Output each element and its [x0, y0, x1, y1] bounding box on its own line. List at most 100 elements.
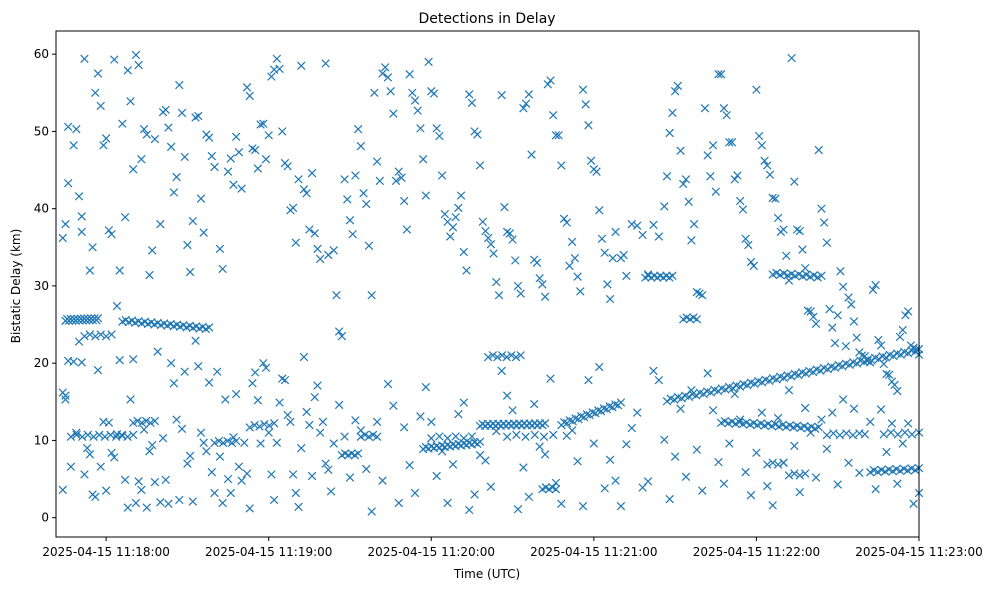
track-point [451, 432, 460, 441]
track-point [96, 330, 105, 339]
track-point [830, 363, 840, 372]
track-point [146, 418, 155, 428]
y-tick-label: 10 [34, 433, 49, 447]
scatter-point [828, 408, 837, 417]
scatter-point [226, 154, 235, 163]
track-point [794, 370, 803, 380]
track-point [616, 398, 626, 407]
scatter-point [711, 187, 721, 196]
scatter-point [660, 435, 669, 444]
track-point [551, 485, 561, 494]
track-point [706, 388, 716, 397]
scatter-point [180, 367, 189, 376]
scatter-point [649, 220, 658, 230]
scatter-point [779, 225, 788, 234]
scatter-point [161, 475, 170, 485]
scatter-point [269, 495, 279, 505]
scatter-point [175, 80, 184, 90]
scatter-point [893, 479, 902, 488]
track-point [599, 404, 609, 413]
track-point [493, 352, 502, 362]
scatter-point [253, 164, 263, 173]
scatter-point [763, 481, 772, 491]
track-point [699, 389, 708, 399]
scatter-point [876, 405, 886, 414]
scatter-point [194, 111, 203, 121]
scatter-point [120, 212, 130, 222]
scatter-point [719, 104, 729, 113]
track-point [85, 330, 95, 339]
track-point [576, 412, 586, 421]
scatter-point [80, 470, 89, 479]
scatter-point [429, 89, 439, 98]
track-point [245, 423, 254, 432]
scatter-point [806, 428, 815, 437]
scatter-point [391, 176, 401, 186]
scatter-point [887, 419, 897, 428]
scatter-point [500, 202, 509, 212]
scatter-point [340, 432, 349, 441]
scatter-point [725, 138, 734, 147]
scatter-point [215, 244, 225, 254]
track-point [530, 430, 540, 440]
scatter-point [334, 400, 344, 410]
scatter-point [524, 492, 534, 502]
scatter-point [175, 495, 184, 505]
scatter-point [597, 234, 607, 244]
scatter-point [519, 104, 528, 113]
track-point [588, 408, 597, 417]
scatter-point [280, 375, 290, 385]
scatter-point [581, 100, 590, 109]
scatter-point [299, 185, 309, 194]
scatter-point [104, 418, 114, 427]
track-point [475, 437, 485, 447]
y-tick-label: 30 [34, 279, 49, 293]
track-point [750, 379, 759, 388]
track-point [78, 432, 87, 441]
scatter-point [207, 151, 217, 161]
scatter-point [752, 85, 761, 94]
scatter-point [291, 488, 301, 498]
scatter-point [150, 134, 160, 144]
scatter-point [96, 462, 105, 471]
track-point [842, 429, 851, 438]
scatter-point [147, 246, 157, 255]
scatter-point [305, 225, 314, 234]
track-point [559, 418, 569, 427]
scatter-point [893, 386, 902, 396]
track-point [89, 432, 98, 441]
track-point [822, 430, 832, 440]
scatter-point [177, 108, 187, 118]
scatter-point [909, 499, 918, 509]
scatter-point [61, 395, 70, 404]
scatter-point [817, 204, 826, 213]
scatter-point [464, 90, 474, 99]
scatter-point [410, 96, 420, 105]
scatter-point [871, 280, 880, 290]
scatter-point [302, 189, 311, 198]
scatter-point [326, 487, 336, 496]
scatter-point [351, 416, 360, 425]
scatter-point [822, 238, 832, 247]
scatter-point [234, 462, 244, 471]
track-point [512, 430, 521, 440]
y-tick-label: 50 [34, 124, 49, 138]
scatter-point [180, 152, 189, 162]
scatter-point [164, 123, 173, 132]
scatter-point [681, 472, 691, 481]
scatter-point [540, 292, 550, 301]
scatter-point [91, 492, 100, 502]
scatter-point [332, 290, 341, 300]
scatter-point [399, 423, 409, 432]
x-tick-label: 2025-04-15 11:23:00 [855, 545, 982, 559]
track-point [594, 406, 603, 415]
scatter-point [903, 307, 913, 316]
scatter-point [362, 464, 371, 474]
scatter-point [245, 504, 254, 513]
y-tick-label: 40 [34, 202, 49, 216]
scatter-point [483, 233, 493, 243]
track-point [677, 394, 686, 403]
track-point [101, 332, 111, 341]
track-point [571, 414, 580, 423]
scatter-point [467, 98, 477, 108]
